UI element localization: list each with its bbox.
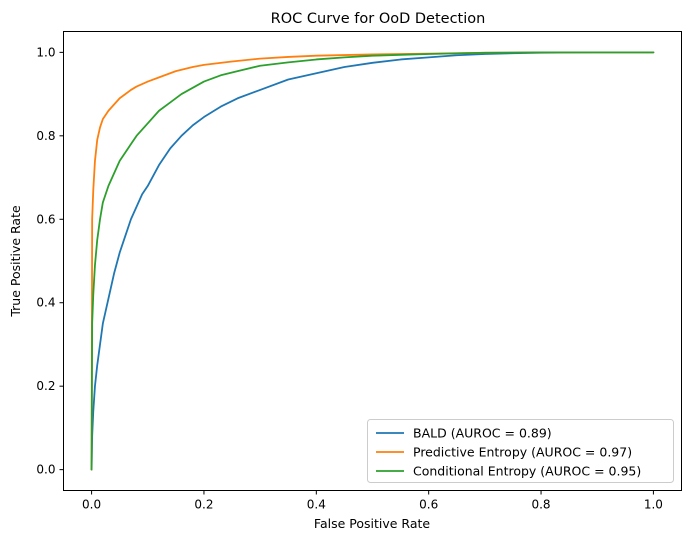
legend: BALD (AUROC = 0.89) Predictive Entropy (A… — [367, 419, 674, 483]
plot-lines — [90, 51, 655, 471]
y-axis-ticks: 0.0 0.2 0.4 0.6 0.8 1.0 — [36, 45, 64, 477]
y-tick-label: 0.8 — [36, 129, 55, 143]
y-tick-label: 0.4 — [36, 296, 55, 310]
chart-title: ROC Curve for OoD Detection — [271, 11, 486, 27]
y-tick-label: 0.2 — [36, 379, 55, 393]
x-axis-label: False Positive Rate — [314, 516, 430, 531]
plot-frame — [63, 31, 682, 491]
x-tick-label: 0.2 — [194, 498, 213, 512]
legend-box — [367, 419, 674, 483]
x-tick-label: 0.0 — [82, 498, 101, 512]
x-tick-label: 0.8 — [531, 498, 550, 512]
legend-label-2: Predictive Entropy (AUROC = 0.97) — [413, 445, 632, 460]
x-tick-label: 0.4 — [307, 498, 326, 512]
x-tick-label: 0.6 — [419, 498, 438, 512]
y-tick-label: 0.0 — [36, 463, 55, 477]
y-axis-label: True Positive Rate — [8, 205, 23, 318]
series-line-3 — [90, 51, 655, 471]
x-tick-label: 1.0 — [644, 498, 663, 512]
series-line-1 — [90, 51, 655, 471]
y-tick-label: 0.6 — [36, 212, 55, 226]
x-axis-ticks: 0.0 0.2 0.4 0.6 0.8 1.0 — [82, 490, 663, 512]
y-tick-label: 1.0 — [36, 45, 55, 59]
legend-label-1: BALD (AUROC = 0.89) — [413, 426, 552, 441]
series-line-2 — [90, 51, 655, 471]
legend-label-3: Conditional Entropy (AUROC = 0.95) — [413, 464, 641, 479]
